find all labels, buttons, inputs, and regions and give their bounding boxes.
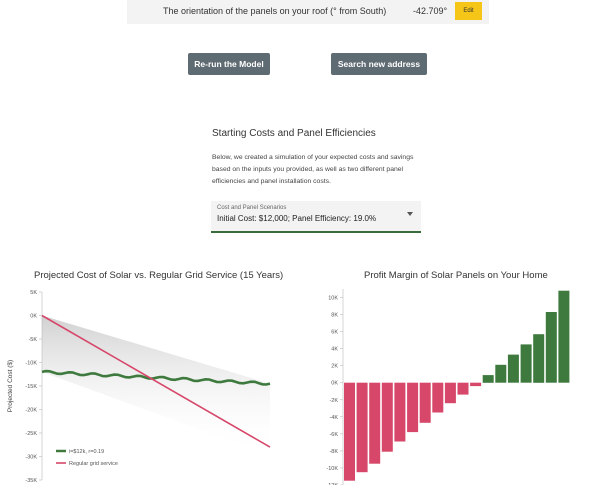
- profit-bar: [507, 354, 519, 383]
- profit-bar: [444, 382, 456, 404]
- solar-cost-line: [41, 369, 271, 386]
- profit-bar: [369, 382, 381, 464]
- scenario-select-label: Cost and Panel Scenarios: [217, 205, 287, 211]
- y-tick-label: -10K: [326, 466, 338, 472]
- y-tick-label: -15K: [25, 384, 37, 390]
- y-tick-label: -6K: [329, 432, 338, 438]
- y-tick-label: 2K: [331, 364, 338, 370]
- rerun-model-button[interactable]: Re-run the Model: [188, 53, 270, 75]
- y-tick-label: -2K: [329, 398, 338, 404]
- profit-bar: [432, 382, 444, 413]
- y-tick-label: 10K: [328, 296, 338, 302]
- profit-bar: [394, 382, 406, 442]
- profit-bar: [495, 364, 507, 383]
- profit-bar: [482, 375, 494, 383]
- profit-bar: [356, 382, 368, 473]
- edit-button[interactable]: Edit: [455, 2, 482, 20]
- legend-solar-label: i=$12k, r=0.19: [69, 449, 104, 455]
- y-tick-label: 0K: [30, 314, 37, 320]
- cost-chart: 5K 0K -5K -10K -15K -20K -25K -30K -35K Projected…: [7, 290, 271, 484]
- y-tick-label: -20K: [25, 408, 37, 414]
- chevron-down-icon: [407, 212, 413, 216]
- orientation-label: The orientation of the panels on your ro…: [163, 6, 387, 16]
- profit-chart: 10K 8K 6K 4K 2K 0K -2K -4K -6K -8K -10K -12K: [326, 289, 570, 485]
- search-new-address-button[interactable]: Search new address: [331, 53, 427, 75]
- y-tick-label: -30K: [25, 455, 37, 461]
- profit-bar: [470, 382, 482, 387]
- profit-bar: [381, 382, 393, 452]
- costs-section-description: Below, we created a simulation of your e…: [212, 154, 414, 185]
- y-tick-label: 6K: [331, 330, 338, 336]
- profit-bar: [545, 312, 557, 383]
- scenario-select[interactable]: Cost and Panel Scenarios Initial Cost: $…: [211, 201, 421, 233]
- legend-grid-label: Regular grid service: [69, 461, 118, 467]
- y-tick-label: 0K: [331, 381, 338, 387]
- y-axis-title: Projected Cost ($): [7, 360, 14, 412]
- y-tick-label: -8K: [329, 449, 338, 455]
- profit-bar: [558, 290, 570, 383]
- scenario-select-value: Initial Cost: $12,000; Panel Efficiency:…: [217, 214, 377, 223]
- profit-chart-title: Profit Margin of Solar Panels on Your Ho…: [364, 270, 548, 281]
- y-tick-label: -12K: [326, 483, 338, 485]
- y-tick-label: -4K: [329, 415, 338, 421]
- profit-bar: [344, 382, 355, 481]
- profit-bar: [407, 382, 419, 433]
- profit-bar: [419, 382, 431, 423]
- y-tick-label: 4K: [331, 347, 338, 353]
- profit-bar: [533, 334, 545, 383]
- costs-section-title: Starting Costs and Panel Efficiencies: [212, 128, 376, 139]
- y-tick-label: -5K: [28, 337, 37, 343]
- y-tick-label: -10K: [25, 361, 37, 367]
- cost-difference-area: [42, 315, 270, 456]
- orientation-value: -42.709°: [413, 6, 448, 16]
- profit-bar: [520, 344, 532, 383]
- y-tick-label: -25K: [25, 431, 37, 437]
- orientation-row: The orientation of the panels on your ro…: [127, 0, 489, 24]
- y-tick-label: 5K: [30, 290, 37, 296]
- cost-chart-title: Projected Cost of Solar vs. Regular Grid…: [34, 270, 284, 281]
- profit-bar: [457, 382, 469, 395]
- y-tick-label: -35K: [25, 478, 37, 484]
- grid-cost-line: [41, 314, 271, 448]
- y-tick-label: 8K: [331, 313, 338, 319]
